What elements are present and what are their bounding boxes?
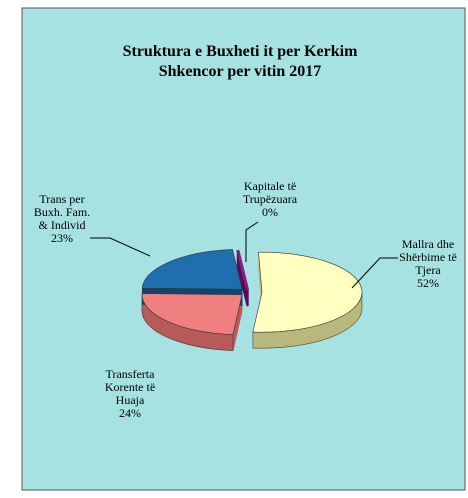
category-label: Huaja	[116, 393, 145, 407]
value-label: 23%	[51, 231, 73, 245]
value-label: 52%	[417, 276, 439, 290]
pie	[141, 249, 363, 352]
category-label: Buxh. Fam.	[34, 205, 90, 219]
slice	[252, 251, 363, 333]
category-label: Kapitale të	[244, 179, 296, 193]
category-label: Trans per	[39, 192, 84, 206]
chart-title: Shkencor per vitin 2017	[159, 63, 322, 80]
slice	[236, 249, 250, 291]
chart-title: Struktura e Buxheti it per Kerkim	[123, 43, 358, 60]
category-label: Mallra dhe	[402, 237, 454, 251]
value-label: 0%	[262, 205, 278, 219]
value-label: 24%	[119, 406, 141, 420]
category-label: Shërbime të	[399, 250, 457, 264]
leader-line	[90, 237, 151, 257]
category-label: Transferta	[106, 367, 156, 381]
category-label: Trupëzuara	[243, 192, 298, 206]
chart-area	[21, 7, 466, 491]
leader-line	[351, 257, 398, 289]
category-label: & Individ	[39, 218, 86, 232]
category-label: Tjera	[415, 263, 441, 277]
slice	[141, 249, 243, 290]
leader-line	[245, 221, 259, 262]
category-label: Korente të	[105, 380, 155, 394]
slice	[141, 293, 243, 335]
